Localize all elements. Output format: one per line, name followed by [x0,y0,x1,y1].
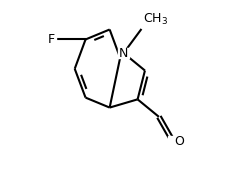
Bar [168,137,178,146]
Bar [47,35,56,44]
Bar [118,48,129,58]
Text: O: O [175,135,185,148]
Text: N: N [119,46,128,60]
Text: CH$_3$: CH$_3$ [143,12,168,27]
Text: F: F [48,33,55,46]
